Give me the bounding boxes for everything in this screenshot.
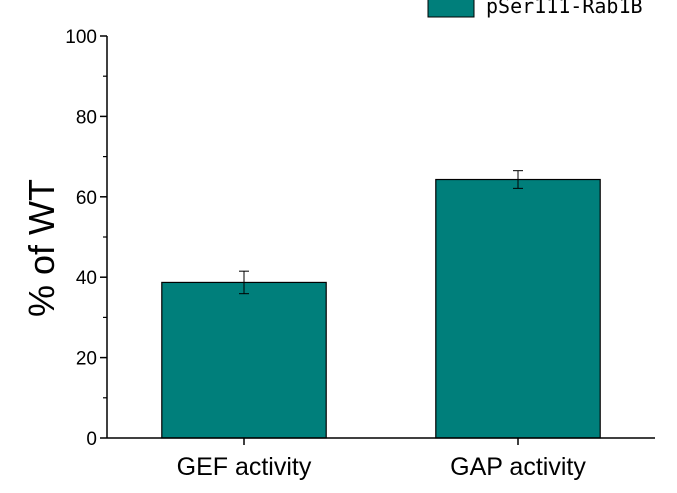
y-tick-label: 80 xyxy=(76,107,97,128)
y-tick-label: 60 xyxy=(76,188,97,209)
y-tick-label: 0 xyxy=(86,429,97,450)
legend-swatch xyxy=(427,0,475,18)
legend: pSer111-Rab1B xyxy=(427,0,643,18)
y-tick-label: 100 xyxy=(65,27,97,48)
y-tick-label: 40 xyxy=(76,268,97,289)
x-categories-group: GEF activity GAP activity xyxy=(177,438,586,481)
legend-label: pSer111-Rab1B xyxy=(486,0,643,18)
y-tick-label: 20 xyxy=(76,349,97,370)
bars-group xyxy=(161,178,601,439)
x-category-label: GEF activity xyxy=(177,453,312,481)
bar xyxy=(435,178,601,439)
bar xyxy=(161,281,327,439)
x-category-label: GAP activity xyxy=(450,453,586,481)
error-bars-group xyxy=(239,170,523,295)
y-ticks-group: 0 20 40 60 80 100 xyxy=(65,27,107,450)
y-axis-label: % of WT xyxy=(21,179,62,317)
